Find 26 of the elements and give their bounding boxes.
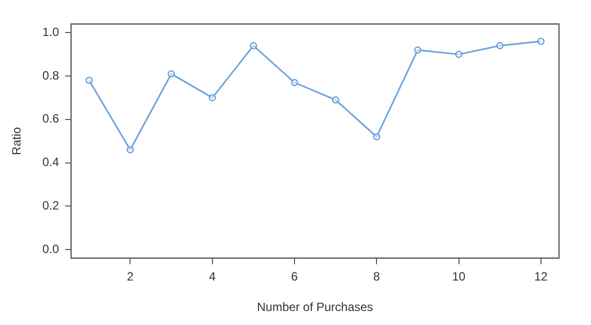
- point: [86, 76, 93, 84]
- x-tick-label: 6: [291, 270, 298, 284]
- point: [455, 50, 462, 58]
- point: [414, 46, 422, 54]
- point: [537, 38, 545, 45]
- point: [250, 42, 258, 50]
- x-axis-title: Number of Purchases: [257, 300, 374, 314]
- y-tick-label: 1.0: [42, 24, 60, 39]
- point: [208, 94, 216, 102]
- x-tick-label: 10: [452, 270, 466, 284]
- y-tick-label: 0.8: [42, 68, 60, 82]
- x-tick-label: 2: [126, 270, 134, 284]
- y-tick-label: 0.2: [42, 198, 60, 212]
- x-tick-label: 12: [534, 270, 548, 284]
- point: [372, 133, 380, 140]
- x-tick-label: 4: [209, 270, 216, 284]
- x-tick-label: 8: [373, 270, 380, 284]
- y-tick-label: 0.0: [42, 242, 60, 256]
- y-tick-label: 0.4: [42, 155, 60, 170]
- y-axis-title: Ratio: [10, 126, 24, 156]
- y-tick-label: 0.6: [42, 112, 60, 126]
- point: [332, 96, 340, 104]
- point: [290, 78, 298, 86]
- point: [126, 146, 134, 154]
- point: [168, 70, 175, 78]
- point: [496, 42, 504, 50]
